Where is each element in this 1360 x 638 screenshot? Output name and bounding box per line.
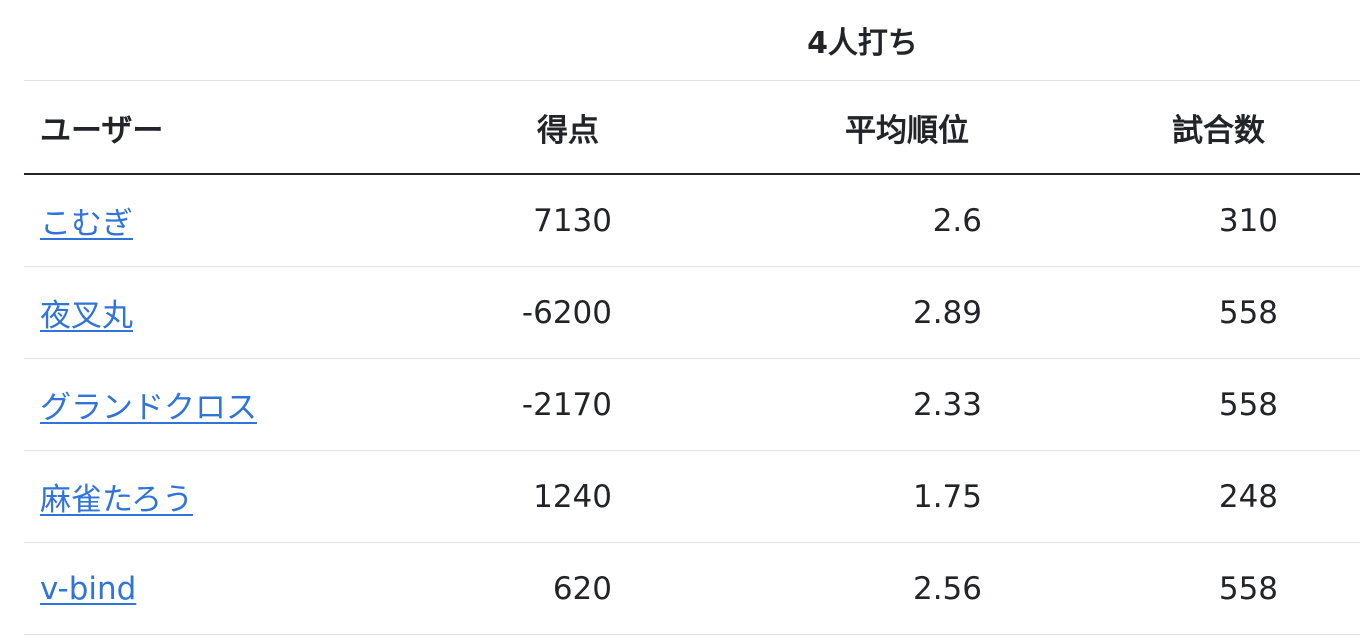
user-cell: 夜叉丸 (24, 266, 444, 359)
avg-rank-cell: 2.89 (615, 266, 985, 359)
column-header-user[interactable]: ユーザー (24, 80, 444, 175)
avg-rank-cell: 1.75 (615, 450, 985, 543)
row-pad (1281, 358, 1360, 451)
column-header-pad (1281, 80, 1360, 175)
table-row: 夜叉丸 -6200 2.89 558 (24, 266, 1360, 359)
table-row: 麻雀たろう 1240 1.75 248 (24, 450, 1360, 543)
user-link[interactable]: こむぎ (40, 206, 133, 242)
avg-rank-cell: 2.56 (615, 542, 985, 635)
avg-rank-cell: 2.33 (615, 358, 985, 451)
score-cell: 620 (444, 542, 615, 635)
group-header-spacer (24, 0, 444, 81)
user-cell: 麻雀たろう (24, 450, 444, 543)
games-cell: 558 (985, 358, 1282, 451)
row-pad (1281, 542, 1360, 635)
avg-rank-cell: 2.6 (615, 174, 985, 267)
user-cell: こむぎ (24, 174, 444, 267)
user-link[interactable]: 夜叉丸 (40, 298, 133, 334)
games-cell: 248 (985, 450, 1282, 543)
score-cell: 1240 (444, 450, 615, 543)
user-cell: グランドクロス (24, 358, 444, 451)
ranking-table: 4人打ち ユーザー 得点 平均順位 試合数 こむぎ 7130 2.6 310 夜… (24, 0, 1360, 635)
table-row: こむぎ 7130 2.6 310 (24, 174, 1360, 267)
column-header-row: ユーザー 得点 平均順位 試合数 (24, 80, 1360, 175)
games-cell: 558 (985, 266, 1282, 359)
group-header-row: 4人打ち (24, 0, 1360, 81)
ranking-table-container: 4人打ち ユーザー 得点 平均順位 試合数 こむぎ 7130 2.6 310 夜… (24, 0, 1360, 635)
score-cell: 7130 (444, 174, 615, 267)
group-header-pad (1281, 0, 1360, 81)
score-cell: -2170 (444, 358, 615, 451)
column-header-score[interactable]: 得点 (444, 80, 615, 175)
score-cell: -6200 (444, 266, 615, 359)
user-cell: v-bind (24, 542, 444, 635)
user-link[interactable]: グランドクロス (40, 390, 257, 426)
row-pad (1281, 450, 1360, 543)
user-link[interactable]: 麻雀たろう (40, 482, 194, 518)
row-pad (1281, 174, 1360, 267)
table-row: v-bind 620 2.56 558 (24, 542, 1360, 635)
column-header-avg-rank[interactable]: 平均順位 (615, 80, 985, 175)
games-cell: 558 (985, 542, 1282, 635)
table-header: 4人打ち ユーザー 得点 平均順位 試合数 (24, 0, 1360, 175)
table-body: こむぎ 7130 2.6 310 夜叉丸 -6200 2.89 558 グランド… (24, 174, 1360, 635)
column-header-games[interactable]: 試合数 (985, 80, 1282, 175)
games-cell: 310 (985, 174, 1282, 267)
table-row: グランドクロス -2170 2.33 558 (24, 358, 1360, 451)
user-link[interactable]: v-bind (40, 570, 137, 607)
row-pad (1281, 266, 1360, 359)
group-header-title: 4人打ち (444, 0, 1282, 81)
